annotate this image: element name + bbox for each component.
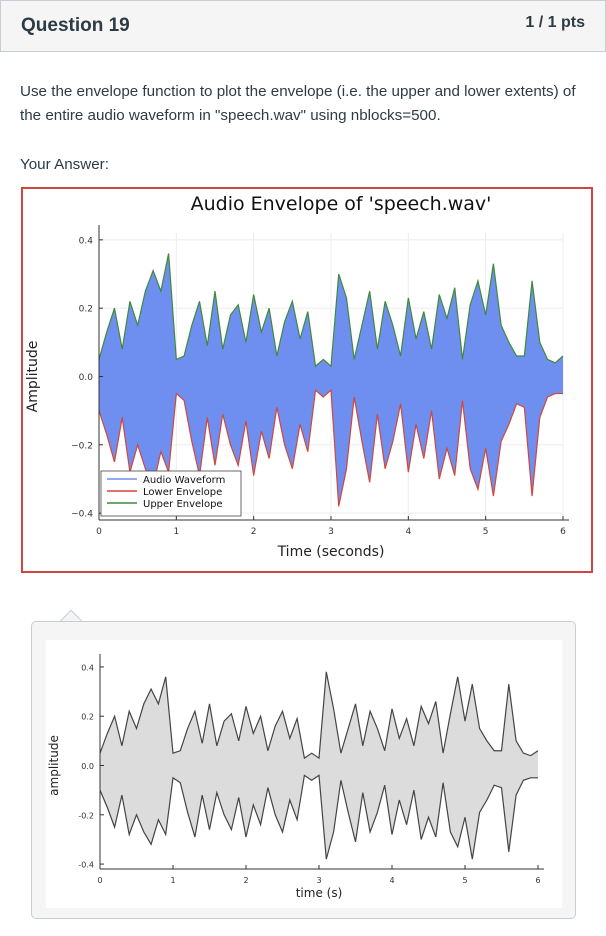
reference-envelope-chart: 0 1 2 3 4 5 6 0.4 0.2 0.0 -0.2 -0.4 time (s) amplitud… [47, 654, 544, 900]
x-tick-label: 2 [243, 876, 248, 885]
x-tick-label: 2 [251, 527, 257, 537]
answer-envelope-chart: 0 1 2 3 4 5 6 0.4 0.2 0.0 −0.2 −0.4 Time (seconds) Am… [25, 193, 569, 560]
x-tick-label: 6 [535, 876, 540, 885]
x-tick-label: 5 [483, 527, 489, 537]
audio-waveform-area [99, 253, 563, 507]
y-tick-label: 0.2 [79, 305, 93, 315]
y-tick-label: 0.0 [79, 373, 94, 383]
x-tick-label: 4 [405, 527, 411, 537]
x-tick-label: 1 [170, 876, 175, 885]
reference-envelope-area [100, 671, 538, 860]
x-tick-label: 4 [389, 876, 394, 885]
x-tick-label: 5 [462, 876, 467, 885]
lower-envelope-line [98, 388, 563, 507]
chart-title: Audio Envelope of 'speech.wav' [191, 193, 492, 215]
question-title: Question 19 [21, 15, 130, 36]
y-tick-label: 0.2 [81, 713, 94, 722]
question-text: Use the envelope function to plot the en… [20, 83, 576, 124]
legend-entry: Lower Envelope [143, 487, 222, 498]
question-header: Question 19 1 / 1 pts [0, 0, 606, 52]
x-axis-label: time (s) [296, 886, 343, 900]
lower-envelope-line [99, 774, 538, 860]
x-tick-label: 6 [560, 527, 566, 537]
x-tick-label: 1 [173, 527, 179, 537]
x-tick-label: 0 [96, 527, 102, 537]
x-tick-label: 0 [97, 876, 102, 885]
y-tick-label: 0.4 [81, 663, 94, 672]
upper-envelope-line [99, 671, 539, 760]
y-tick-label: −0.4 [71, 510, 93, 520]
upper-envelope-line [98, 253, 564, 368]
question-points: 1 / 1 pts [525, 14, 585, 31]
y-tick-label: 0.0 [81, 762, 94, 771]
x-axis-label: Time (seconds) [277, 544, 385, 560]
legend-entry: Audio Waveform [143, 475, 225, 486]
y-tick-label: -0.2 [78, 811, 94, 820]
y-tick-label: 0.4 [79, 236, 94, 246]
reference-plot: 0 1 2 3 4 5 6 0.4 0.2 0.0 -0.2 -0.4 time (s) amplitud… [46, 640, 562, 908]
x-tick-label: 3 [328, 527, 334, 537]
your-answer-label: Your Answer: [20, 156, 109, 173]
legend-entry: Upper Envelope [143, 499, 223, 510]
answer-image-frame: 0 1 2 3 4 5 6 0.4 0.2 0.0 −0.2 −0.4 Time (seconds) Am… [21, 187, 593, 573]
y-tick-label: −0.2 [71, 441, 93, 451]
x-tick-label: 3 [316, 876, 321, 885]
y-axis-label: Amplitude [25, 341, 41, 413]
y-tick-label: -0.4 [78, 861, 94, 870]
y-axis-label: amplitude [47, 735, 61, 796]
